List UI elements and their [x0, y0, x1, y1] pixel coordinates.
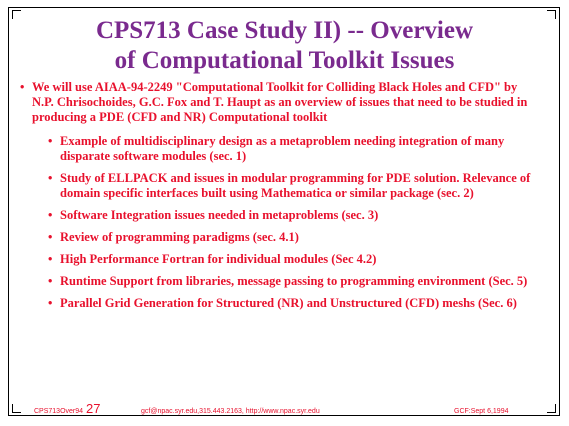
slide-content: • We will use AIAA-94-2249 "Computationa… — [20, 80, 540, 318]
list-item: • Review of programming paradigms (sec. … — [20, 230, 540, 245]
bullet-icon: • — [48, 296, 53, 310]
footer-page-number: 27 — [86, 401, 101, 416]
footer-date: GCF:Sept 6,1994 — [454, 408, 509, 415]
list-item: • Software Integration issues needed in … — [20, 208, 540, 223]
sub-bullet-text: Software Integration issues needed in me… — [60, 208, 379, 222]
bullet-icon: • — [48, 171, 53, 185]
slide-title-line1: CPS713 Case Study II) -- Overview — [95, 17, 474, 44]
list-item: • Study of ELLPACK and issues in modular… — [20, 171, 540, 201]
slide-title: CPS713 Case Study II) -- Overview of Com… — [0, 16, 569, 76]
sub-bullet-text: Review of programming paradigms (sec. 4.… — [60, 230, 299, 244]
sub-bullet-text: Parallel Grid Generation for Structured … — [60, 296, 517, 310]
bullet-icon: • — [20, 80, 25, 94]
sub-bullet-text: Study of ELLPACK and issues in modular p… — [60, 171, 531, 200]
sub-bullet-text: High Performance Fortran for individual … — [60, 252, 377, 266]
main-bullet-item: • We will use AIAA-94-2249 "Computationa… — [20, 80, 540, 125]
list-item: • Example of multidisciplinary design as… — [20, 134, 540, 164]
frame-corner — [12, 10, 21, 19]
list-item: • Runtime Support from libraries, messag… — [20, 274, 540, 289]
frame-corner — [547, 10, 556, 19]
bullet-icon: • — [48, 230, 53, 244]
slide-frame — [8, 7, 560, 416]
main-bullet-text: We will use AIAA-94-2249 "Computational … — [32, 80, 528, 124]
list-item: • Parallel Grid Generation for Structure… — [20, 296, 540, 311]
list-item: • High Performance Fortran for individua… — [20, 252, 540, 267]
bullet-icon: • — [48, 252, 53, 266]
bullet-icon: • — [48, 134, 53, 148]
slide-footer: CPS713Over94 27 gcf@npac.syr.edu,315.443… — [0, 401, 569, 419]
slide-title-line2: of Computational Toolkit Issues — [114, 47, 455, 74]
sub-bullet-text: Example of multidisciplinary design as a… — [60, 134, 505, 163]
footer-contact: gcf@npac.syr.edu,315.443.2163, http://ww… — [141, 408, 320, 415]
sub-bullet-list: • Example of multidisciplinary design as… — [20, 134, 540, 311]
bullet-icon: • — [48, 208, 53, 222]
footer-file-name: CPS713Over94 — [34, 408, 84, 415]
frame-corner — [547, 404, 556, 413]
sub-bullet-text: Runtime Support from libraries, message … — [60, 274, 528, 288]
frame-corner — [12, 404, 21, 413]
bullet-icon: • — [48, 274, 53, 288]
